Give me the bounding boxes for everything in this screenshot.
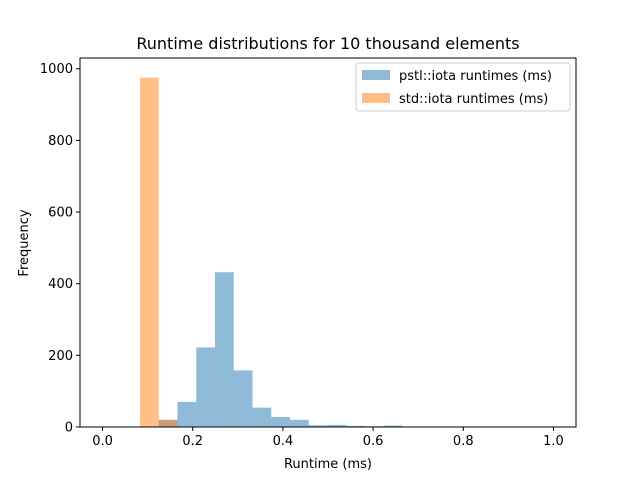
x-tick-label: 1.0 bbox=[543, 434, 564, 449]
x-tick-label: 0.8 bbox=[453, 434, 474, 449]
legend-swatch-std bbox=[362, 93, 390, 103]
legend-label-std: std::iota runtimes (ms) bbox=[399, 92, 548, 107]
y-axis: 0 200 400 600 800 1000 bbox=[40, 62, 80, 436]
y-tick-label: 800 bbox=[48, 134, 73, 149]
x-axis: 0.0 0.2 0.4 0.6 0.8 1.0 bbox=[92, 427, 564, 449]
bar-series0-bin8 bbox=[290, 419, 309, 427]
bar-series0-bin10 bbox=[327, 424, 347, 427]
x-tick-label: 0.4 bbox=[273, 434, 294, 449]
y-tick-label: 0 bbox=[65, 421, 73, 436]
x-tick-label: 0.0 bbox=[92, 434, 113, 449]
y-tick-label: 1000 bbox=[40, 62, 73, 77]
bar-series0-bin11 bbox=[346, 425, 366, 427]
bar-series0-bin5 bbox=[233, 370, 253, 427]
bar-series0-bin13 bbox=[383, 425, 403, 427]
bar-series0-bin7 bbox=[271, 416, 291, 427]
bar-series0-bin2 bbox=[177, 401, 197, 427]
chart-title: Runtime distributions for 10 thousand el… bbox=[136, 34, 519, 53]
plot-frame bbox=[79, 57, 577, 428]
bar-series1-bin1 bbox=[158, 419, 178, 427]
bar-series1-bin0 bbox=[139, 77, 159, 427]
legend-label-pstl: pstl::iota runtimes (ms) bbox=[399, 69, 552, 84]
bar-series0-bin9 bbox=[308, 425, 328, 427]
bar-series0-bin4 bbox=[215, 272, 234, 427]
bar-series0-bin3 bbox=[196, 347, 215, 427]
legend-swatch-pstl bbox=[362, 70, 390, 80]
y-tick-label: 200 bbox=[48, 349, 73, 364]
x-tick-label: 0.6 bbox=[363, 434, 384, 449]
y-tick-label: 400 bbox=[48, 277, 73, 292]
y-tick-label: 600 bbox=[48, 206, 73, 221]
bars-layer bbox=[139, 77, 403, 427]
x-axis-label: Runtime (ms) bbox=[284, 457, 372, 472]
x-tick-label: 0.2 bbox=[182, 434, 203, 449]
legend-box bbox=[355, 62, 571, 112]
bar-series0-bin6 bbox=[252, 407, 272, 427]
legend: pstl::iota runtimes (ms) std::iota runti… bbox=[355, 62, 571, 112]
y-axis-label: Frequency bbox=[17, 209, 32, 276]
